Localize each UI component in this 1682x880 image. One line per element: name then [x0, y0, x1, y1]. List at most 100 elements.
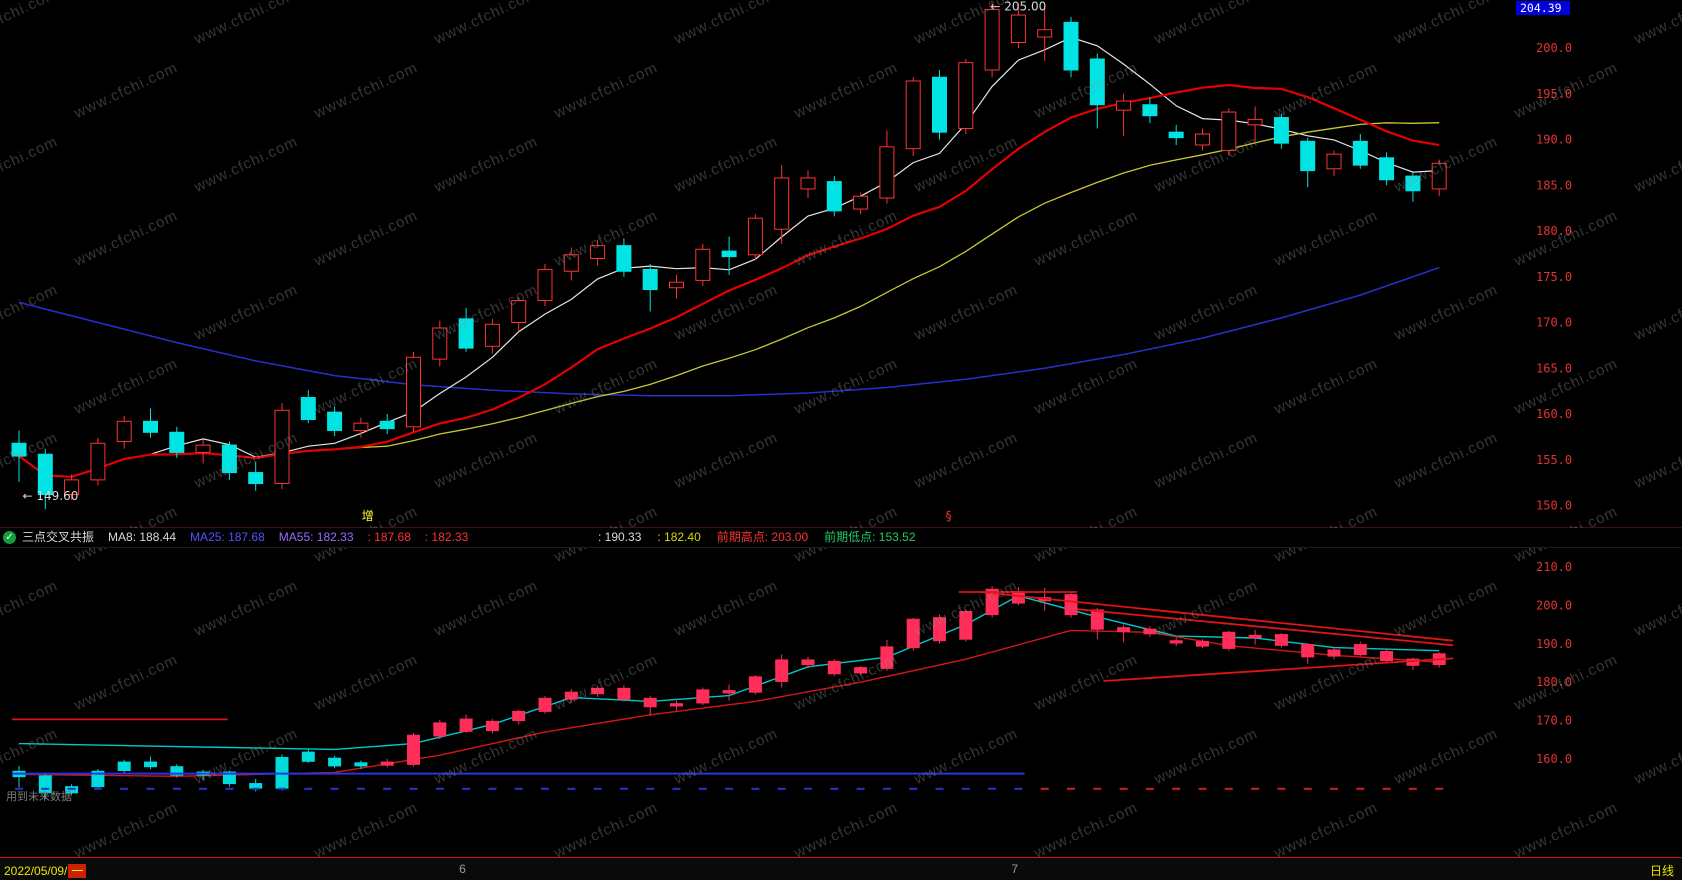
candle-body-down: [248, 472, 264, 485]
signal-tick: [935, 787, 944, 790]
signal-tick: [804, 787, 812, 790]
indicator-value-1: : 187.68: [367, 530, 411, 544]
check-circle-icon[interactable]: ✓: [3, 531, 16, 544]
signal-tick: [1198, 787, 1207, 790]
candle-body-down: [1300, 140, 1316, 172]
signal-tick: [1067, 787, 1075, 790]
signal-tick: [172, 787, 181, 790]
signal-tick: [909, 787, 918, 790]
candle-body-down: [143, 420, 158, 433]
indicator-candle-body: [512, 710, 526, 722]
candle-body-up: [195, 444, 211, 453]
signal-tick: [488, 787, 497, 790]
signal-tick: [1172, 787, 1181, 790]
indicator-candle-body: [801, 659, 815, 666]
signal-tick: [646, 787, 655, 790]
indicator-axis-label: 170.0: [1536, 714, 1572, 728]
signal-tick: [67, 787, 76, 790]
candle-body-up: [853, 195, 869, 210]
signal-tick: [514, 787, 523, 790]
indicator-candle-body: [591, 687, 605, 695]
previous-low-value: 前期低点: 153.52: [824, 530, 916, 544]
current-price-chip: [1516, 1, 1570, 15]
candle-body-down: [458, 318, 474, 349]
indicator-candle-body: [538, 697, 552, 712]
signal-tick: [1040, 787, 1049, 790]
candle-body-up: [669, 281, 684, 289]
candle-body-up: [274, 409, 290, 485]
candle-body-down: [1142, 104, 1158, 117]
candle-body-up: [406, 356, 421, 428]
candle-body-down: [826, 181, 842, 212]
time-axis-bar: 2022/05/09/一 日线 6 7: [0, 858, 1682, 880]
signal-tick: [1093, 787, 1102, 790]
indicator-candle-body: [1011, 591, 1025, 604]
candle-body-up: [1010, 14, 1026, 44]
candle-body-up: [1195, 133, 1210, 146]
signal-tick: [1251, 787, 1260, 790]
ma-line-yellow: [18, 122, 1440, 478]
indicator-candle-body: [459, 718, 473, 732]
signal-tick: [1224, 787, 1233, 790]
signal-tick: [830, 787, 839, 790]
indicator-candle-body: [1090, 609, 1104, 630]
candle-body-down: [616, 245, 632, 272]
ma-line-blue: [18, 266, 1440, 397]
price-axis-label: 185.0: [1536, 178, 1572, 192]
indicator-candle-body: [617, 687, 631, 700]
indicator-candle-body: [775, 659, 789, 682]
period-label[interactable]: 日线: [1649, 864, 1674, 878]
signal-tick: [278, 787, 286, 790]
indicator-candle-body: [696, 689, 710, 704]
chart-annotation: 增: [362, 509, 374, 523]
candle-body-down: [721, 250, 737, 258]
indicator-candle-body: [1301, 644, 1315, 658]
candle-body-down: [221, 444, 237, 474]
signal-tick: [672, 787, 681, 790]
indicator-name[interactable]: 三点交叉共振: [22, 530, 95, 544]
candle-body-up: [484, 323, 500, 347]
status-items-right: : 190.33: 182.40 前期高点: 203.00 前期低点: 153.52: [598, 530, 916, 545]
price-axis-label: 160.0: [1536, 407, 1572, 421]
indicator-candle-body: [170, 766, 184, 776]
indicator-candle-body: [827, 660, 841, 675]
candle-body-up: [64, 479, 80, 496]
signal-tick: [541, 787, 549, 790]
signal-tick: [225, 787, 234, 790]
indicator-candle-body: [1143, 628, 1157, 635]
price-chart-panel[interactable]: 200.0 195.0 190.0 185.0 180.0 175.0 170.0 165.0…: [0, 0, 1682, 528]
candle-body-down: [1089, 58, 1105, 106]
indicator-candle-body: [328, 757, 342, 767]
signal-tick: [1145, 787, 1154, 790]
price-axis-label: 190.0: [1536, 133, 1572, 147]
indicator-candle-body: [1380, 650, 1394, 662]
candle-body-up: [1116, 100, 1132, 111]
candle-body-down: [1405, 175, 1421, 192]
weekday-chip: 一: [68, 864, 87, 878]
signal-tick: [567, 787, 576, 790]
signal-tick: [961, 787, 970, 790]
month-marker: 6: [459, 862, 466, 876]
indicator-cyan-line: [18, 595, 1440, 751]
signal-tick: [356, 787, 365, 790]
date-text: 2022/05/09/: [4, 864, 68, 878]
price-axis-label: 170.0: [1536, 316, 1572, 330]
indicator-candle-body: [1274, 634, 1288, 646]
signal-tick: [725, 787, 734, 790]
signal-tick: [41, 787, 50, 790]
candle-body-up: [800, 177, 816, 190]
indicator-status-bar: ✓ 三点交叉共振 MA8: 188.44 MA25: 187.68 MA55: 182…: [0, 528, 1682, 548]
indicator-candle-body: [433, 722, 447, 737]
indicator-candle-body: [144, 761, 157, 768]
indicator-chart-panel[interactable]: 210.0 200.0 190.0 180.0 170.0 160.0: [0, 547, 1682, 857]
signal-tick: [120, 787, 129, 790]
candle-body-up: [958, 62, 974, 130]
candle-body-up: [747, 217, 763, 256]
signal-tick: [1408, 787, 1417, 790]
signal-tick: [146, 787, 155, 790]
price-chart-svg: 200.0 195.0 190.0 185.0 180.0 175.0 170.0 165.0…: [11, 0, 1572, 523]
candle-body-down: [327, 411, 343, 431]
indicator-candle-body: [485, 720, 499, 732]
indicator-candle-body: [748, 676, 762, 693]
signal-tick: [93, 787, 102, 790]
